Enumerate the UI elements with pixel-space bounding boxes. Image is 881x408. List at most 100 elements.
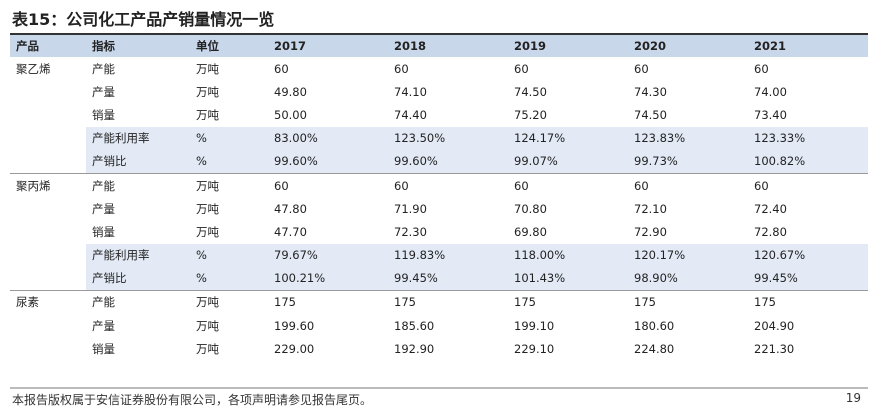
table-cell: 万吨 [196,84,219,99]
table-row: 销量 万吨 229.00 192.90 229.10 224.80 221.30 [10,337,868,360]
table-cell: % [190,149,268,174]
table-cell: 产能 [92,61,115,76]
table-cell: 98.90% [628,266,748,291]
column-header: 2017 [274,39,307,53]
table-cell: % [190,243,268,267]
table-cell: 销量 [92,224,115,239]
table-cell: 60 [754,61,769,76]
table-row: 聚丙烯 产能 万吨 60 60 60 60 60 [10,172,868,198]
table-cell: 185.60 [394,318,435,333]
table-row: 产量 万吨 199.60 185.60 199.10 180.60 204.90 [10,314,868,337]
column-header: 产品 [16,39,39,53]
table-cell: 产能利用率 [86,243,190,267]
table-cell: 99.73% [628,149,748,174]
table-row: 聚乙烯 产能 万吨 60 60 60 60 60 [10,57,868,80]
footer-divider [10,387,868,389]
table-cell: 192.90 [394,341,435,356]
table-cell: 72.30 [394,224,427,239]
table-row: 产销比% 100.21% 99.45% 101.43% 98.90% 99.45% [10,266,868,291]
table-cell: 175 [628,289,748,315]
table-cell: 74.10 [394,84,427,99]
table-cell: 销量 [92,341,115,356]
table-cell: 60 [634,61,649,76]
table-cell [10,220,86,243]
footer-disclaimer: 本报告版权属于安信证券股份有限公司，各项声明请参见报告尾页。 [12,393,373,407]
table-cell: 100.21% [268,266,388,291]
table-cell: 224.80 [634,341,675,356]
table-cell: 79.67% [268,243,388,267]
table-cell [10,314,86,337]
table-cell: 120.67% [748,243,868,267]
table-cell: 万吨 [190,172,268,198]
table-cell: 99.60% [388,149,508,174]
table-cell: 47.80 [274,201,307,216]
table-cell: 101.43% [508,266,628,291]
table-cell: 产能 [86,172,190,198]
page-number: 19 [845,391,861,405]
table-cell: 72.80 [754,224,787,239]
table-cell [10,244,86,267]
table-cell: 175 [748,289,868,315]
table-title: 表15：公司化工产品产销量情况一览 [12,10,275,29]
table-cell: % [190,266,268,291]
table-cell: 71.90 [394,201,427,216]
column-header: 2020 [634,39,667,53]
table-cell [10,337,86,360]
table-cell: 221.30 [754,341,795,356]
table-cell: 产销比 [86,266,190,291]
table-cell: 万吨 [196,107,219,122]
table-cell: 83.00% [268,126,388,150]
table-cell: 123.33% [748,126,868,150]
table-cell: 产量 [92,318,115,333]
table-cell [10,80,86,103]
table-cell: 60 [748,172,868,198]
table-row: 销量 万吨 50.00 74.40 75.20 74.50 73.40 [10,103,868,126]
table-cell [10,103,86,126]
table-cell: 74.40 [394,107,427,122]
table-cell: 72.90 [634,224,667,239]
table-cell: 72.40 [754,201,787,216]
table-row: 产销比% 99.60% 99.60% 99.07% 99.73% 100.82% [10,149,868,174]
table-cell: 229.10 [514,341,555,356]
table-cell: 产能利用率 [86,126,190,150]
table-cell: 75.20 [514,107,547,122]
table-cell: 产量 [92,84,115,99]
column-header: 单位 [196,39,219,53]
table-row: 产能利用率% 79.67% 119.83% 118.00% 120.17% 120.67% [10,243,868,267]
table-cell: 204.90 [754,318,795,333]
table-cell: 175 [388,289,508,315]
table-cell: 99.45% [748,266,868,291]
table-cell: 60 [268,172,388,198]
table-cell: 万吨 [190,289,268,315]
column-header: 2018 [394,39,427,53]
table-row: 销量 万吨 47.70 72.30 69.80 72.90 72.80 [10,220,868,243]
table-cell: 73.40 [754,107,787,122]
table-cell: 119.83% [388,243,508,267]
table-cell: % [190,126,268,150]
column-header: 2019 [514,39,547,53]
table-cell: 199.60 [274,318,315,333]
table-cell: 100.82% [748,149,868,174]
table-cell: 199.10 [514,318,555,333]
table-cell: 产量 [92,201,115,216]
table-cell: 120.17% [628,243,748,267]
table-cell: 74.50 [514,84,547,99]
table-cell: 47.70 [274,224,307,239]
table-cell [10,127,86,150]
table-cell: 229.00 [274,341,315,356]
table-cell: 聚丙烯 [10,172,86,198]
table-cell: 万吨 [196,341,219,356]
table-cell: 99.07% [508,149,628,174]
table-cell: 60 [628,172,748,198]
table-cell: 万吨 [196,318,219,333]
table-cell: 74.30 [634,84,667,99]
table-cell: 175 [508,289,628,315]
table-cell: 50.00 [274,107,307,122]
table-row: 尿素 产能 万吨 175 175 175 175 175 [10,289,868,315]
table-cell: 60 [274,61,289,76]
table-cell: 60 [388,172,508,198]
column-header: 指标 [92,39,115,53]
table-cell: 180.60 [634,318,675,333]
table-row: 产量 万吨 49.80 74.10 74.50 74.30 74.00 [10,80,868,103]
table-cell: 70.80 [514,201,547,216]
